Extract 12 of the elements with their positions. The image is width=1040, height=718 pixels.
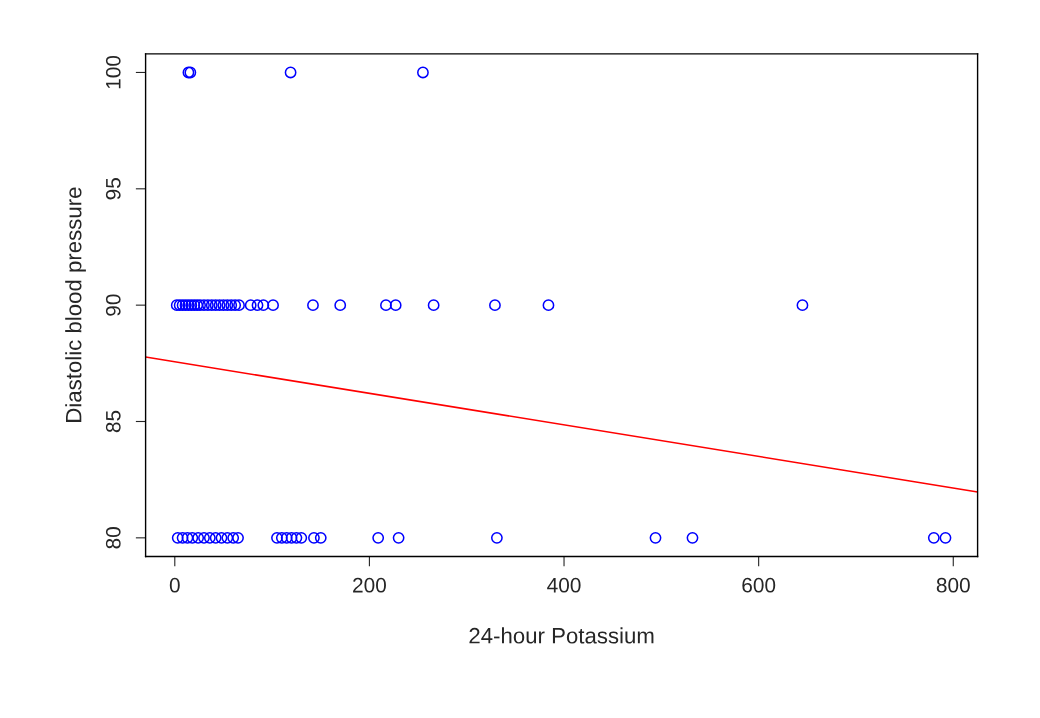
y-tick-label: 85: [105, 410, 121, 433]
x-tick-label: 0: [169, 577, 180, 593]
y-tick-label: 95: [105, 178, 121, 200]
y-tick-label: 100: [105, 55, 121, 89]
x-tick-label: 200: [353, 577, 386, 593]
y-tick-label: 90: [105, 294, 121, 316]
x-tick-label: 800: [936, 577, 970, 593]
y-tick-label: 80: [105, 527, 121, 549]
x-tick-label: 400: [547, 577, 581, 593]
y-axis-title: Diastolic blood pressure: [65, 187, 86, 422]
x-tick-label: 600: [742, 577, 776, 593]
x-axis-title: 24-hour Potassium: [469, 627, 654, 644]
